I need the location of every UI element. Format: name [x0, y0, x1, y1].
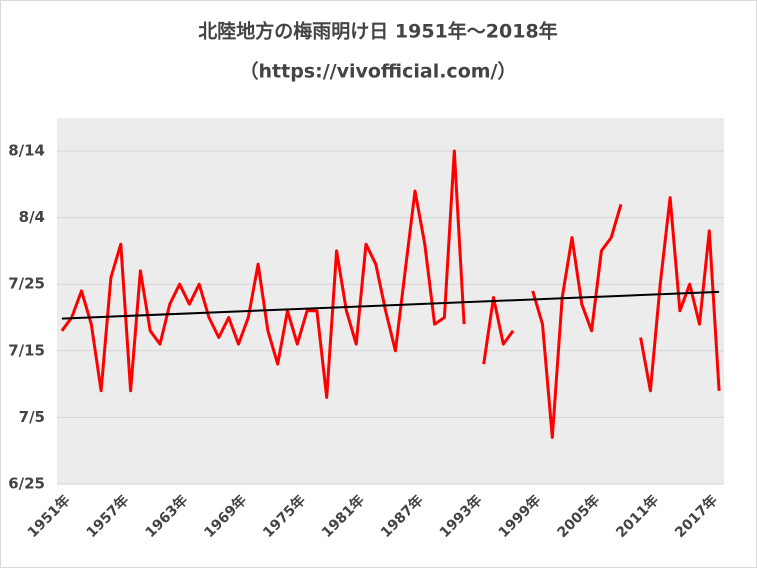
- y-tick-label: 7/15: [8, 341, 45, 359]
- y-tick-label: 6/25: [8, 475, 45, 493]
- trend-line: [61, 290, 720, 320]
- plot-area: [57, 118, 724, 484]
- chart-subtitle: （https://vivofficial.com/）: [240, 60, 517, 83]
- y-tick-label: 7/25: [8, 275, 45, 293]
- y-tick-label: 7/5: [19, 408, 45, 426]
- y-tick-label: 8/14: [8, 142, 45, 160]
- data-line: [60, 149, 721, 439]
- chart-title: 北陸地方の梅雨明け日 1951年～2018年: [198, 20, 557, 43]
- y-tick-label: 8/4: [19, 208, 45, 226]
